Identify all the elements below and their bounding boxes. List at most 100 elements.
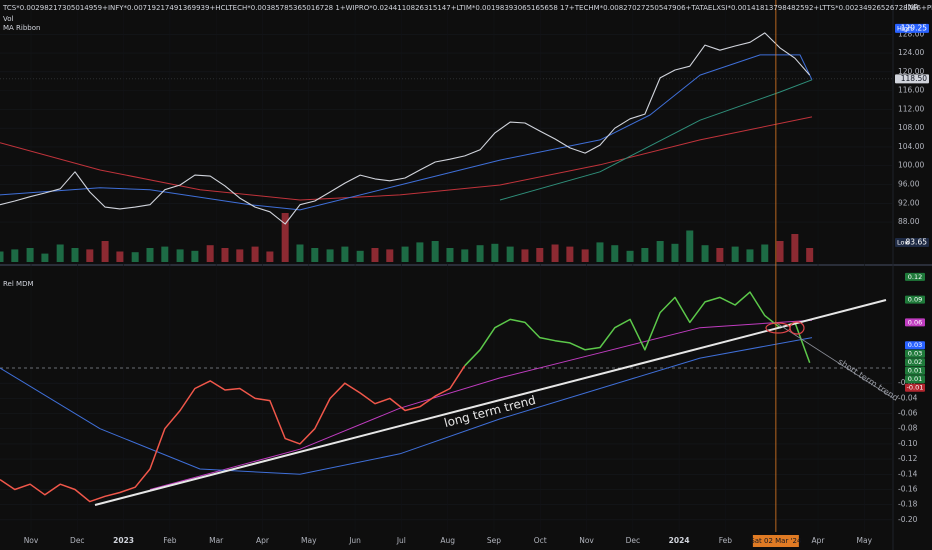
volume-bar (71, 248, 79, 262)
y-tick-label: 116.00 (898, 86, 924, 95)
currency[interactable]: INR (905, 3, 918, 12)
volume-bar (206, 245, 214, 262)
axis-value-label: -0.01 (907, 384, 924, 392)
x-tick-label: Dec (70, 536, 85, 545)
volume-bar (536, 248, 544, 262)
y-tick-label: -0.10 (898, 439, 918, 448)
axis-value-label: 0.06 (908, 318, 922, 326)
axis-value-box (905, 295, 925, 304)
volume-bar (236, 249, 244, 262)
x-tick-label: May (857, 536, 873, 545)
y-tick-label: 124.00 (898, 48, 924, 57)
y-tick-label: 92.00 (898, 198, 920, 207)
indicator-line (0, 365, 466, 503)
volume-bar (41, 253, 49, 262)
volume-bar (776, 241, 784, 262)
x-tick-label: 2023 (113, 536, 134, 545)
y-tick-label: 104.00 (898, 142, 924, 151)
volume-bar (221, 248, 229, 262)
volume-bar (56, 244, 64, 262)
price-label-tag: Low (897, 239, 910, 247)
volume-bar (476, 245, 484, 262)
y-tick-label: -0.14 (898, 469, 918, 478)
ma-line (499, 79, 813, 201)
volume-bar (176, 249, 184, 262)
x-tick-label: May (301, 536, 317, 545)
axes: TCS*0.00298217305014959+INFY*0.007192174… (2, 3, 932, 547)
ma-line (149, 319, 813, 490)
volume-bar (461, 249, 469, 262)
x-tick-label: Oct (534, 536, 547, 545)
volume-bar (761, 244, 769, 262)
price-line (0, 32, 811, 225)
axis-value-label: 0.02 (908, 358, 922, 366)
volume-bar (146, 248, 154, 262)
axis-value-label: 0.03 (908, 341, 922, 349)
underlay (0, 33, 893, 521)
axis-value-box (905, 366, 925, 375)
volume-bar (356, 250, 364, 262)
x-tick-label: Jun (348, 536, 361, 545)
volume-bar (431, 241, 439, 262)
volume-bar (791, 234, 799, 262)
axis-value-label: 0.12 (908, 273, 922, 281)
volume-bar (386, 249, 394, 262)
axis-value-box (905, 341, 925, 350)
highlight-ellipse (789, 321, 805, 335)
price-label-box (895, 238, 929, 248)
volume-bar (596, 242, 604, 262)
symbol-title: TCS*0.00298217305014959+INFY*0.007192174… (2, 4, 932, 12)
indicator-line (464, 291, 811, 367)
volume-bar (701, 245, 709, 262)
x-tick-label: Mar (209, 536, 224, 545)
volume-bar (116, 251, 124, 262)
axis-value-label: 0.09 (908, 296, 922, 304)
crosshair-box (752, 535, 799, 547)
axis-value-label: 0.01 (908, 375, 922, 383)
volume-bar (806, 248, 814, 262)
y-tick-label: -0.08 (898, 424, 918, 433)
y-tick-label: 112.00 (898, 104, 924, 113)
volume-bar (551, 244, 559, 262)
price-label: 118.50 (901, 74, 927, 83)
volume-bar (26, 248, 34, 262)
short-trend-line (774, 321, 894, 399)
volume-bar (506, 246, 514, 262)
x-tick-label: Aug (440, 536, 455, 545)
y-tick-label: 108.00 (898, 123, 924, 132)
x-tick-label: Nov (24, 536, 39, 545)
volume-bar (671, 243, 679, 262)
price-label: 83.65 (906, 238, 928, 247)
ma-line (0, 337, 813, 475)
volume-bar (11, 249, 19, 262)
price-label-tag: High (897, 24, 912, 32)
x-tick-label: Sep (487, 536, 501, 545)
legend-item: MA Ribbon (3, 24, 40, 32)
y-tick-label: -0.12 (898, 454, 918, 463)
volume-bar (611, 245, 619, 262)
volume-bar (86, 249, 94, 262)
volume-bar (416, 242, 424, 262)
axis-value-label: 0.03 (908, 350, 922, 358)
axis-value-box (905, 318, 925, 327)
volume-bar (311, 248, 319, 262)
volume-bar (641, 248, 649, 262)
x-tick-label: Feb (163, 536, 177, 545)
volume-bar (746, 249, 754, 262)
axis-value-box (905, 358, 925, 367)
volume-bar (371, 248, 379, 262)
volume-bar (731, 246, 739, 262)
axis-value-box (905, 349, 925, 358)
volume-bar (326, 249, 334, 262)
volume-bar (251, 246, 259, 262)
volume-bar (566, 246, 574, 262)
ma-line (0, 116, 813, 201)
axis-value-box (905, 272, 925, 281)
x-tick-label: Jul (396, 536, 406, 545)
legend-item: Vol (3, 15, 14, 23)
axis-value-box (905, 383, 925, 392)
volume-bar (131, 252, 139, 262)
marks (0, 0, 814, 532)
y-tick-label: 128.00 (898, 29, 924, 38)
